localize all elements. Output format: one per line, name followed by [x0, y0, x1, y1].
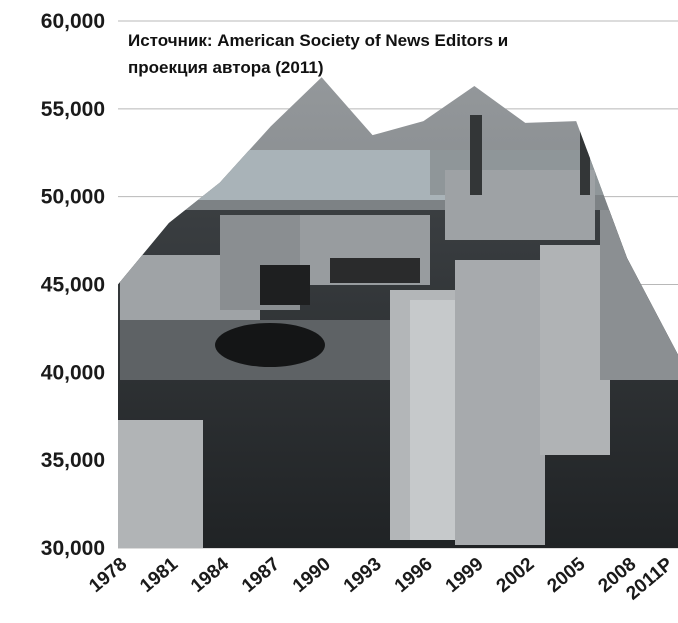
source-line-2: проекция автора (2011)	[128, 58, 323, 77]
y-tick-label: 60,000	[41, 10, 105, 33]
x-tick-label: 2005	[544, 553, 590, 597]
source-annotation: Источник: American Society of News Edito…	[128, 31, 508, 77]
y-axis-ticks: 30,000 35,000 40,000 45,000 50,000 55,000 60,0…	[41, 10, 105, 560]
y-tick-label: 55,000	[41, 98, 105, 121]
source-line-1: Источник: American Society of News Edito…	[128, 31, 508, 50]
x-tick-label: 1981	[136, 553, 182, 597]
x-tick-label: 1999	[442, 554, 488, 597]
x-tick-label: 1987	[238, 554, 284, 597]
x-tick-label: 1993	[340, 554, 386, 597]
x-tick-label: 1978	[85, 554, 131, 597]
y-tick-label: 45,000	[41, 274, 105, 297]
x-tick-label: 1996	[391, 554, 437, 597]
x-tick-label: 2002	[493, 554, 539, 597]
area-fill-photo	[118, 77, 678, 549]
y-tick-label: 50,000	[41, 186, 105, 209]
y-tick-label: 40,000	[41, 361, 105, 384]
y-tick-label: 35,000	[41, 449, 105, 472]
y-tick-label: 30,000	[41, 537, 105, 560]
x-tick-label: 1990	[289, 554, 335, 597]
x-axis-ticks: 1978 1981 1984 1987 1990 1993 1996 1999 2002 2005…	[85, 553, 677, 604]
x-tick-label: 1984	[187, 553, 233, 597]
